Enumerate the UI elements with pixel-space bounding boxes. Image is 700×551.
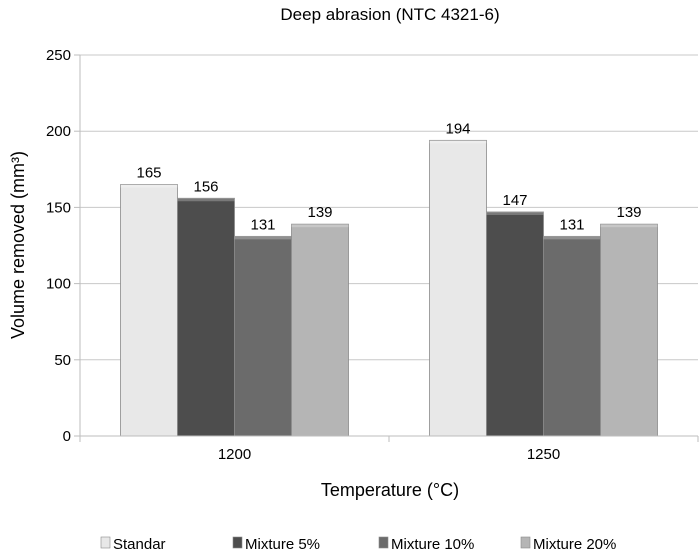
data-label: 139	[616, 204, 641, 221]
bar-highlight	[177, 198, 235, 202]
legend: Standar Mixture 5% Mixture 10% Mixture 20%	[100, 536, 616, 551]
data-label: 131	[559, 216, 584, 233]
bar	[486, 211, 544, 437]
bars	[120, 139, 658, 437]
chart-title: Deep abrasion (NTC 4321-6)	[280, 5, 499, 24]
y-tick-label: 250	[46, 47, 71, 64]
bar	[429, 139, 487, 437]
bar	[234, 235, 292, 437]
legend-item: Standar	[100, 536, 166, 551]
bar-highlight	[120, 184, 178, 188]
x-tick-label: 1200	[218, 446, 251, 463]
y-tick-label: 50	[54, 352, 71, 369]
y-tick-label: 150	[46, 199, 71, 216]
bar-highlight	[429, 140, 487, 144]
legend-label: Mixture 20%	[533, 536, 616, 551]
legend-swatch	[520, 536, 531, 549]
bar	[291, 223, 349, 437]
y-axis-ticks: 0 50 100 150 200 250	[46, 47, 80, 445]
data-label: 147	[502, 192, 527, 209]
bar-highlight	[234, 236, 292, 240]
bar	[543, 235, 601, 437]
bar-highlight	[486, 211, 544, 215]
legend-item: Mixture 10%	[378, 536, 474, 551]
bar-highlight	[291, 224, 349, 228]
legend-item: Mixture 5%	[232, 536, 320, 551]
bar	[177, 197, 235, 437]
legend-label: Mixture 10%	[391, 536, 474, 551]
y-tick-label: 100	[46, 276, 71, 293]
data-label: 139	[307, 204, 332, 221]
data-label: 194	[445, 120, 470, 137]
y-tick-label: 200	[46, 123, 71, 140]
y-axis-label: Volume removed (mm³)	[8, 151, 28, 339]
legend-swatch	[100, 536, 111, 549]
bar	[600, 223, 658, 437]
legend-swatch	[378, 536, 389, 549]
data-label: 156	[193, 178, 218, 195]
data-label: 131	[250, 216, 275, 233]
x-tick-label: 1250	[527, 446, 560, 463]
bar-highlight	[543, 236, 601, 240]
x-axis-ticks: 1200 1250	[79, 436, 699, 463]
data-label: 165	[136, 165, 161, 182]
bar	[120, 184, 178, 437]
bar-highlight	[600, 224, 658, 228]
legend-label: Mixture 5%	[245, 536, 320, 551]
legend-item: Mixture 20%	[520, 536, 616, 551]
y-tick-label: 0	[63, 428, 71, 445]
data-labels: 165 156 131 139 194 147 131 139	[136, 120, 641, 233]
legend-swatch	[232, 536, 243, 549]
x-axis-label: Temperature (°C)	[321, 480, 459, 500]
legend-label: Standar	[113, 536, 166, 551]
